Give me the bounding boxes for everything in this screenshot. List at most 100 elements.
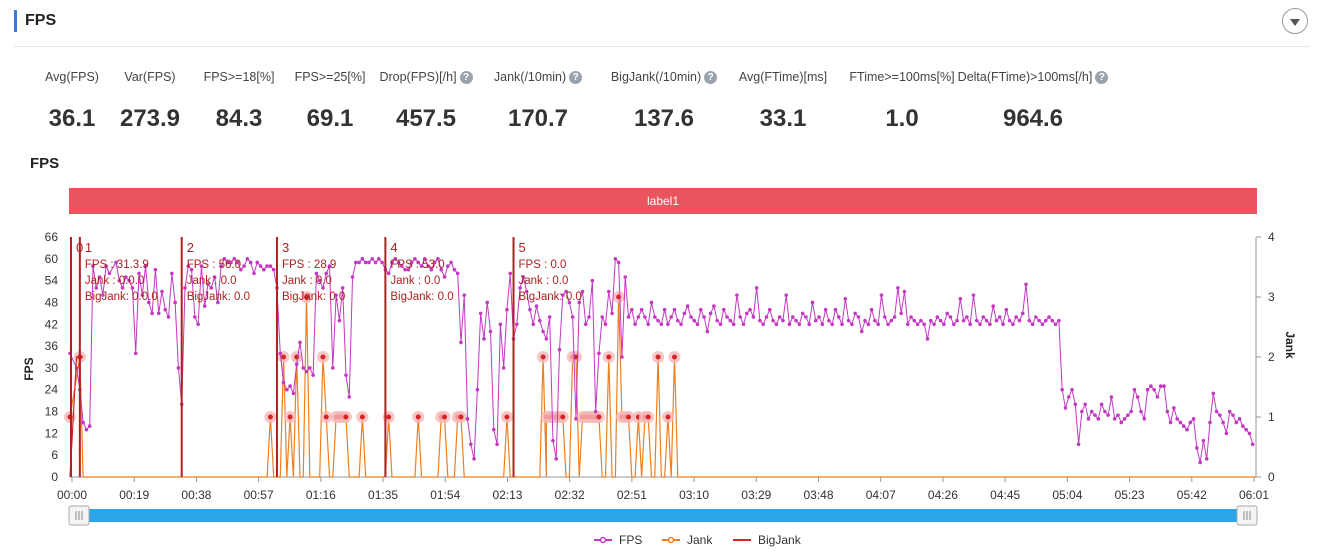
fps-point	[721, 307, 726, 312]
metric-label-text: FTime>=100ms[%]	[849, 70, 955, 84]
fps-point	[521, 275, 526, 279]
fps-point	[285, 387, 289, 392]
fps-point	[400, 264, 404, 268]
fps-point	[248, 260, 253, 265]
help-icon[interactable]: ?	[459, 70, 473, 84]
marker-id: 4	[390, 240, 397, 255]
fps-point	[396, 260, 401, 265]
collapse-button[interactable]	[1282, 8, 1308, 34]
x-tick-label: 00:19	[119, 488, 149, 502]
legend-item-bigjank[interactable]: BigJank	[733, 533, 802, 547]
fps-point	[94, 286, 99, 290]
fps-point	[633, 322, 637, 327]
fps-point	[1175, 417, 1179, 421]
fps-point	[547, 315, 552, 319]
fps-point	[685, 304, 690, 308]
y2-tick-label: 0	[1268, 470, 1275, 484]
legend-swatch-dot	[599, 536, 607, 544]
fps-point	[505, 307, 509, 312]
fps-point	[889, 318, 894, 323]
x-tick-label: 04:07	[866, 488, 896, 502]
fps-point	[81, 420, 85, 425]
marker-info: Jank : 0.0	[390, 275, 440, 287]
fps-point	[1007, 318, 1012, 323]
x-tick-label: 00:57	[244, 488, 274, 502]
fps-point	[160, 289, 164, 294]
help-icon[interactable]: ?	[569, 70, 583, 84]
y-tick-label: 36	[45, 339, 59, 353]
legend-item-fps[interactable]: FPS	[594, 533, 642, 547]
fps-point	[656, 318, 660, 323]
metric-label-text: Avg(FTime)[ms]	[738, 70, 828, 84]
fps-point	[1043, 318, 1048, 323]
fps-point	[120, 286, 125, 290]
fps-point	[636, 315, 641, 319]
x-tick-label: 05:04	[1052, 488, 1082, 502]
jank-point	[442, 414, 448, 420]
fps-point	[1241, 424, 1245, 428]
metric-label-text: Var(FPS)	[124, 70, 176, 84]
fps-point	[830, 322, 834, 327]
y2-tick-label: 1	[1268, 410, 1275, 424]
fps-point	[1201, 438, 1206, 443]
fps-point	[373, 260, 378, 265]
fps-point	[626, 315, 631, 319]
fps-point	[1080, 409, 1084, 414]
fps-point	[189, 267, 194, 272]
fps-point	[767, 307, 772, 312]
metric-4: Drop(FPS)[/h]? 457.5	[336, 68, 516, 133]
y-tick-label: 60	[45, 252, 59, 266]
marker-info: Jank : 0.0.0	[85, 275, 144, 287]
fps-point	[804, 315, 808, 319]
fps-point	[518, 286, 522, 290]
fps-point	[1234, 420, 1239, 425]
fps-point	[245, 257, 250, 261]
fps-point	[170, 271, 174, 276]
fps-point	[725, 315, 729, 319]
fps-point	[258, 264, 263, 268]
x-tick-label: 01:54	[430, 488, 460, 502]
fps-point	[761, 322, 766, 327]
fps-point	[859, 329, 864, 334]
metric-1: Var(FPS) 273.9	[60, 68, 240, 133]
metric-label-text: BigJank(/10min)	[610, 70, 702, 84]
fps-point	[380, 260, 384, 265]
fps-point	[393, 257, 398, 261]
fps-point	[1165, 409, 1170, 414]
fps-point	[863, 318, 867, 323]
fps-point	[935, 315, 940, 319]
fps-point	[1237, 417, 1242, 421]
fps-point	[114, 260, 118, 265]
fps-point	[501, 366, 506, 370]
fps-point	[1198, 460, 1202, 465]
fps-point	[87, 424, 92, 428]
jank-point	[645, 414, 651, 420]
fps-point	[1014, 315, 1018, 319]
fps-point	[1116, 413, 1120, 417]
legend-item-jank[interactable]: Jank	[662, 533, 713, 547]
label-band	[69, 188, 1257, 214]
help-icon[interactable]: ?	[1095, 70, 1109, 84]
fps-point	[567, 300, 572, 305]
fps-point	[1001, 322, 1005, 327]
fps-point	[882, 315, 887, 319]
legend-swatch-dot	[667, 536, 675, 544]
fps-point	[524, 289, 529, 294]
fps-point	[1145, 387, 1150, 392]
fps-point	[600, 315, 605, 319]
help-icon[interactable]: ?	[704, 70, 718, 84]
fps-point	[390, 260, 394, 265]
fps-point	[932, 322, 936, 327]
fps-point	[288, 384, 292, 388]
y-tick-label: 66	[45, 230, 59, 244]
fps-point	[955, 318, 959, 323]
marker-info: FPS : 0.0	[519, 259, 567, 271]
fps-point	[1011, 322, 1015, 327]
fps-point	[810, 300, 815, 305]
fps-point	[324, 271, 329, 276]
y-axis-label: FPS	[22, 357, 36, 380]
fps-point	[1034, 315, 1038, 319]
metric-label: FTime>=100ms[%]	[812, 68, 992, 86]
fps-point	[692, 318, 697, 323]
fps-point	[1168, 420, 1173, 425]
